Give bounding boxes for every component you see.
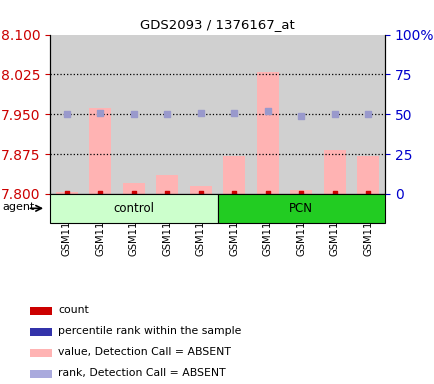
Bar bbox=[223, 156, 245, 194]
Point bbox=[63, 190, 70, 197]
Point bbox=[331, 190, 338, 197]
Bar bbox=[317, 35, 351, 194]
Text: rank, Detection Call = ABSENT: rank, Detection Call = ABSENT bbox=[58, 368, 225, 379]
Bar bbox=[250, 35, 284, 194]
Point bbox=[97, 190, 104, 197]
Text: agent: agent bbox=[3, 202, 35, 212]
Text: value, Detection Call = ABSENT: value, Detection Call = ABSENT bbox=[58, 347, 230, 358]
Bar bbox=[122, 183, 145, 194]
Title: GDS2093 / 1376167_at: GDS2093 / 1376167_at bbox=[140, 18, 294, 31]
Bar bbox=[83, 35, 117, 194]
Point bbox=[264, 108, 271, 114]
Point bbox=[164, 111, 171, 118]
Point bbox=[164, 190, 171, 197]
Text: count: count bbox=[58, 305, 89, 315]
Point bbox=[331, 111, 338, 118]
Text: control: control bbox=[113, 202, 154, 215]
Bar bbox=[256, 72, 278, 194]
Point bbox=[230, 109, 237, 116]
Point bbox=[130, 111, 137, 118]
Point bbox=[63, 111, 70, 118]
Text: percentile rank within the sample: percentile rank within the sample bbox=[58, 326, 241, 336]
Bar bbox=[30, 328, 52, 336]
Bar bbox=[323, 151, 345, 194]
Bar bbox=[356, 156, 378, 194]
Point bbox=[197, 109, 204, 116]
Bar bbox=[50, 194, 217, 223]
Point bbox=[230, 190, 237, 197]
Bar bbox=[284, 35, 317, 194]
Point bbox=[297, 190, 304, 197]
Bar bbox=[189, 186, 211, 194]
Bar bbox=[351, 35, 384, 194]
Point bbox=[97, 109, 104, 116]
Text: PCN: PCN bbox=[289, 202, 312, 215]
Bar bbox=[30, 349, 52, 357]
Bar bbox=[184, 35, 217, 194]
Bar bbox=[30, 370, 52, 378]
Point bbox=[130, 190, 137, 197]
Point bbox=[264, 190, 271, 197]
Bar bbox=[289, 190, 312, 194]
Bar bbox=[217, 194, 384, 223]
Point bbox=[297, 113, 304, 119]
Bar bbox=[50, 35, 83, 194]
Point bbox=[197, 190, 204, 197]
Bar bbox=[150, 35, 184, 194]
Bar bbox=[56, 192, 78, 194]
Bar bbox=[89, 108, 111, 194]
Bar bbox=[117, 35, 150, 194]
Bar bbox=[30, 306, 52, 314]
Bar bbox=[217, 35, 250, 194]
Point bbox=[364, 111, 371, 118]
Point bbox=[364, 190, 371, 197]
Bar bbox=[156, 175, 178, 194]
